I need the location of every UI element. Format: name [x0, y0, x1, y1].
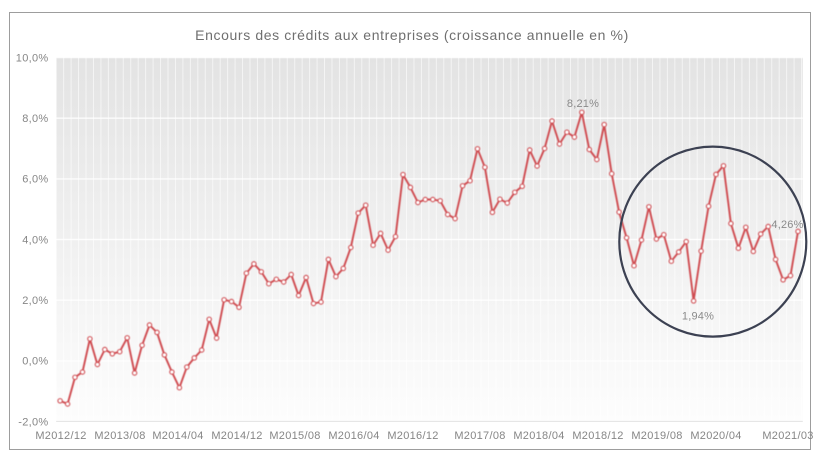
svg-text:2,0%: 2,0% — [22, 295, 48, 307]
svg-text:M2012/12: M2012/12 — [35, 430, 86, 442]
svg-text:1,94%: 1,94% — [682, 311, 714, 323]
svg-text:M2016/12: M2016/12 — [387, 430, 438, 442]
svg-text:-2,0%: -2,0% — [18, 416, 48, 428]
svg-text:M2014/12: M2014/12 — [211, 430, 262, 442]
svg-text:M2018/12: M2018/12 — [572, 430, 623, 442]
svg-text:M2017/08: M2017/08 — [454, 430, 505, 442]
svg-text:0,0%: 0,0% — [22, 356, 48, 368]
svg-text:M2018/04: M2018/04 — [513, 430, 564, 442]
svg-text:4,0%: 4,0% — [22, 234, 48, 246]
svg-text:Encours des crédits aux entrep: Encours des crédits aux entreprises (cro… — [195, 27, 629, 43]
svg-text:10,0%: 10,0% — [16, 52, 49, 64]
svg-text:4,26%: 4,26% — [771, 219, 803, 231]
svg-text:M2021/03: M2021/03 — [762, 430, 813, 442]
svg-text:M2015/08: M2015/08 — [269, 430, 320, 442]
svg-text:8,0%: 8,0% — [22, 113, 48, 125]
svg-text:M2016/04: M2016/04 — [328, 430, 379, 442]
svg-text:8,21%: 8,21% — [567, 98, 599, 110]
svg-text:M2014/04: M2014/04 — [152, 430, 203, 442]
svg-text:M2013/08: M2013/08 — [94, 430, 145, 442]
svg-text:M2020/04: M2020/04 — [690, 430, 741, 442]
svg-text:M2019/08: M2019/08 — [631, 430, 682, 442]
svg-text:6,0%: 6,0% — [22, 174, 48, 186]
